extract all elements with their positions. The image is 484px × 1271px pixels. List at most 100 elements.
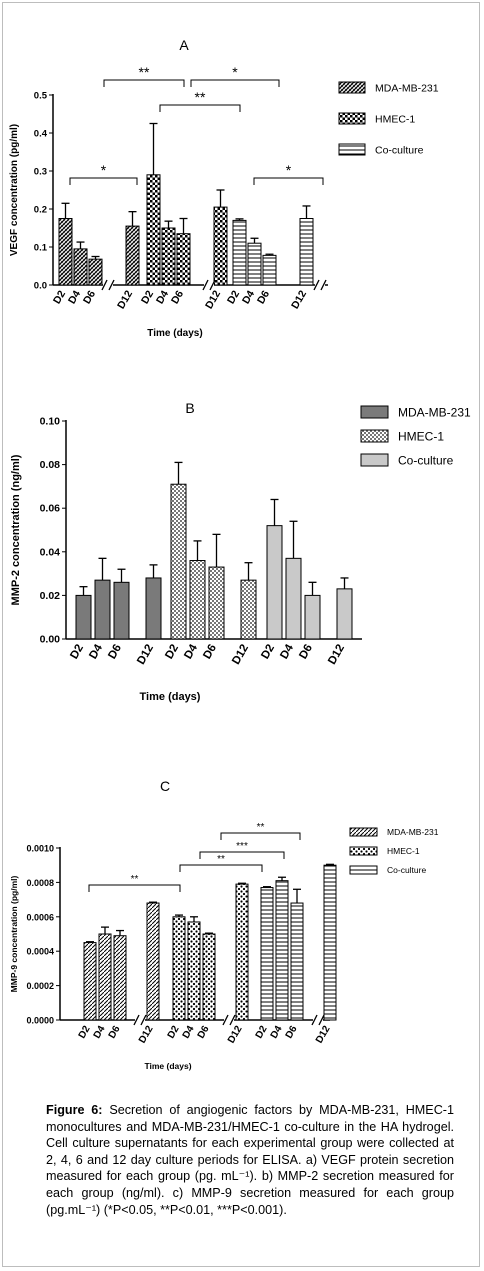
y-tick-label: 0.04 <box>40 546 61 558</box>
bar <box>304 594 321 640</box>
legend-label: Co-culture <box>387 865 426 875</box>
axis-break-mark <box>320 279 327 291</box>
x-tick-label: D6 <box>201 643 219 662</box>
x-tick-label: D6 <box>297 643 315 662</box>
significance-mark: ** <box>131 874 139 885</box>
bar <box>94 579 111 640</box>
significance-bracket <box>88 884 181 892</box>
x-tick-label: D2 <box>77 1024 93 1041</box>
significance-mark: ** <box>195 89 206 105</box>
legend-label: MDA-MB-231 <box>387 827 439 837</box>
legend-swatch <box>338 112 366 125</box>
legend-swatch <box>360 453 389 467</box>
axis-break-gap <box>103 282 113 288</box>
bar <box>125 225 140 286</box>
caption-text: Secretion of angiogenic factors by MDA-M… <box>46 1103 454 1217</box>
legend-swatch <box>360 405 389 419</box>
x-tick-label: D12 <box>314 1024 333 1046</box>
y-tick-label: 0.06 <box>40 503 61 515</box>
legend-swatch <box>349 865 378 875</box>
bar <box>172 916 186 1021</box>
axis-break-mark <box>108 279 115 291</box>
legend-label: Co-culture <box>398 453 454 467</box>
bar <box>145 577 162 640</box>
legend-swatch <box>338 143 366 156</box>
significance-mark: * <box>101 162 107 178</box>
significance-mark: * <box>232 64 238 80</box>
x-tick-label: D4 <box>278 642 296 661</box>
x-tick-label: D12 <box>135 643 156 667</box>
y-tick-label: 0.0008 <box>26 878 54 888</box>
x-tick-label: D2 <box>254 1024 270 1041</box>
chart-panel-a: A 0.0 0.1 0.2 0.3 0.4 0.5 VEGF concentration (p… <box>9 37 439 339</box>
x-tick-label: D2 <box>68 643 86 662</box>
bar <box>323 864 337 1021</box>
bar <box>189 560 206 640</box>
y-tick-label: 0.10 <box>40 416 61 428</box>
y-tick-label: 0.2 <box>34 205 47 216</box>
y-tick-label: 0.0004 <box>26 947 54 957</box>
bar <box>161 227 176 286</box>
x-tick-label: D4 <box>66 288 83 306</box>
bar <box>247 242 262 286</box>
bar <box>290 902 304 1021</box>
x-tick-label: D6 <box>107 1024 123 1041</box>
significance-mark: ** <box>139 64 150 80</box>
x-tick-label: D12 <box>289 288 309 311</box>
significance-bracket <box>159 104 241 112</box>
bar <box>232 219 247 286</box>
y-tick-label: 0.00 <box>40 634 61 646</box>
bar <box>299 218 314 286</box>
legend-label: HMEC-1 <box>387 846 420 856</box>
bar <box>275 880 289 1021</box>
bar <box>260 887 274 1021</box>
x-tick-label: D4 <box>240 288 257 306</box>
y-tick-label: 0.0000 <box>26 1016 54 1026</box>
y-tick-label: 0.0010 <box>26 844 54 854</box>
bar <box>73 248 88 286</box>
x-tick-label: D4 <box>181 1024 197 1041</box>
x-tick-label: D12 <box>137 1024 156 1046</box>
y-tick-label: 0.3 <box>34 167 47 178</box>
x-tick-label: D2 <box>139 288 156 306</box>
bar <box>88 258 103 286</box>
bar <box>336 588 353 640</box>
y-tick-label: 0.0002 <box>26 981 54 991</box>
chart-panel-b: B 0.00 0.02 0.04 0.06 0.08 0.10 MMP-2 concentra… <box>10 400 471 703</box>
y-tick-label: 0.08 <box>40 459 61 471</box>
x-tick-label: D2 <box>163 643 181 662</box>
bar <box>146 902 160 1021</box>
legend-label: MDA-MB-231 <box>398 405 471 419</box>
bar <box>113 581 130 640</box>
chart-panel-c: C 0.0000 0.0002 0.0004 0.0006 0.0008 0.0010 MMP… <box>9 778 439 1071</box>
figure-caption: Figure 6: Secretion of angiogenic factor… <box>46 1102 454 1218</box>
x-tick-label: D2 <box>225 288 242 306</box>
axis-break-mark <box>318 1014 325 1026</box>
legend-label: HMEC-1 <box>398 429 444 443</box>
x-tick-label: D4 <box>154 288 171 306</box>
y-tick-label: 0.1 <box>34 243 48 254</box>
legend-swatch <box>360 429 389 443</box>
significance-mark: *** <box>236 841 248 852</box>
axis-break-gap <box>135 1017 145 1023</box>
y-axis-title: VEGF concentration (pg/ml) <box>9 124 20 256</box>
axis-break-gap <box>315 282 325 288</box>
x-tick-label: D12 <box>230 643 251 667</box>
x-tick-label: D2 <box>51 288 68 306</box>
axis-break-gap <box>313 1017 323 1023</box>
x-tick-label: D4 <box>182 642 200 661</box>
significance-bracket <box>220 832 301 840</box>
y-tick-label: 0.02 <box>40 590 61 602</box>
axis-break-mark <box>140 1014 147 1026</box>
bar <box>208 566 225 640</box>
significance-bracket <box>69 177 138 185</box>
legend-label: HMEC-1 <box>375 113 415 125</box>
bar <box>187 921 201 1021</box>
y-tick-label: 0.0 <box>34 281 47 292</box>
axis-break-mark <box>101 279 108 291</box>
x-tick-label: D6 <box>255 288 272 306</box>
x-axis-title: Time (days) <box>144 1061 191 1071</box>
x-tick-label: D12 <box>203 288 223 311</box>
axis-break-mark <box>311 1014 318 1026</box>
